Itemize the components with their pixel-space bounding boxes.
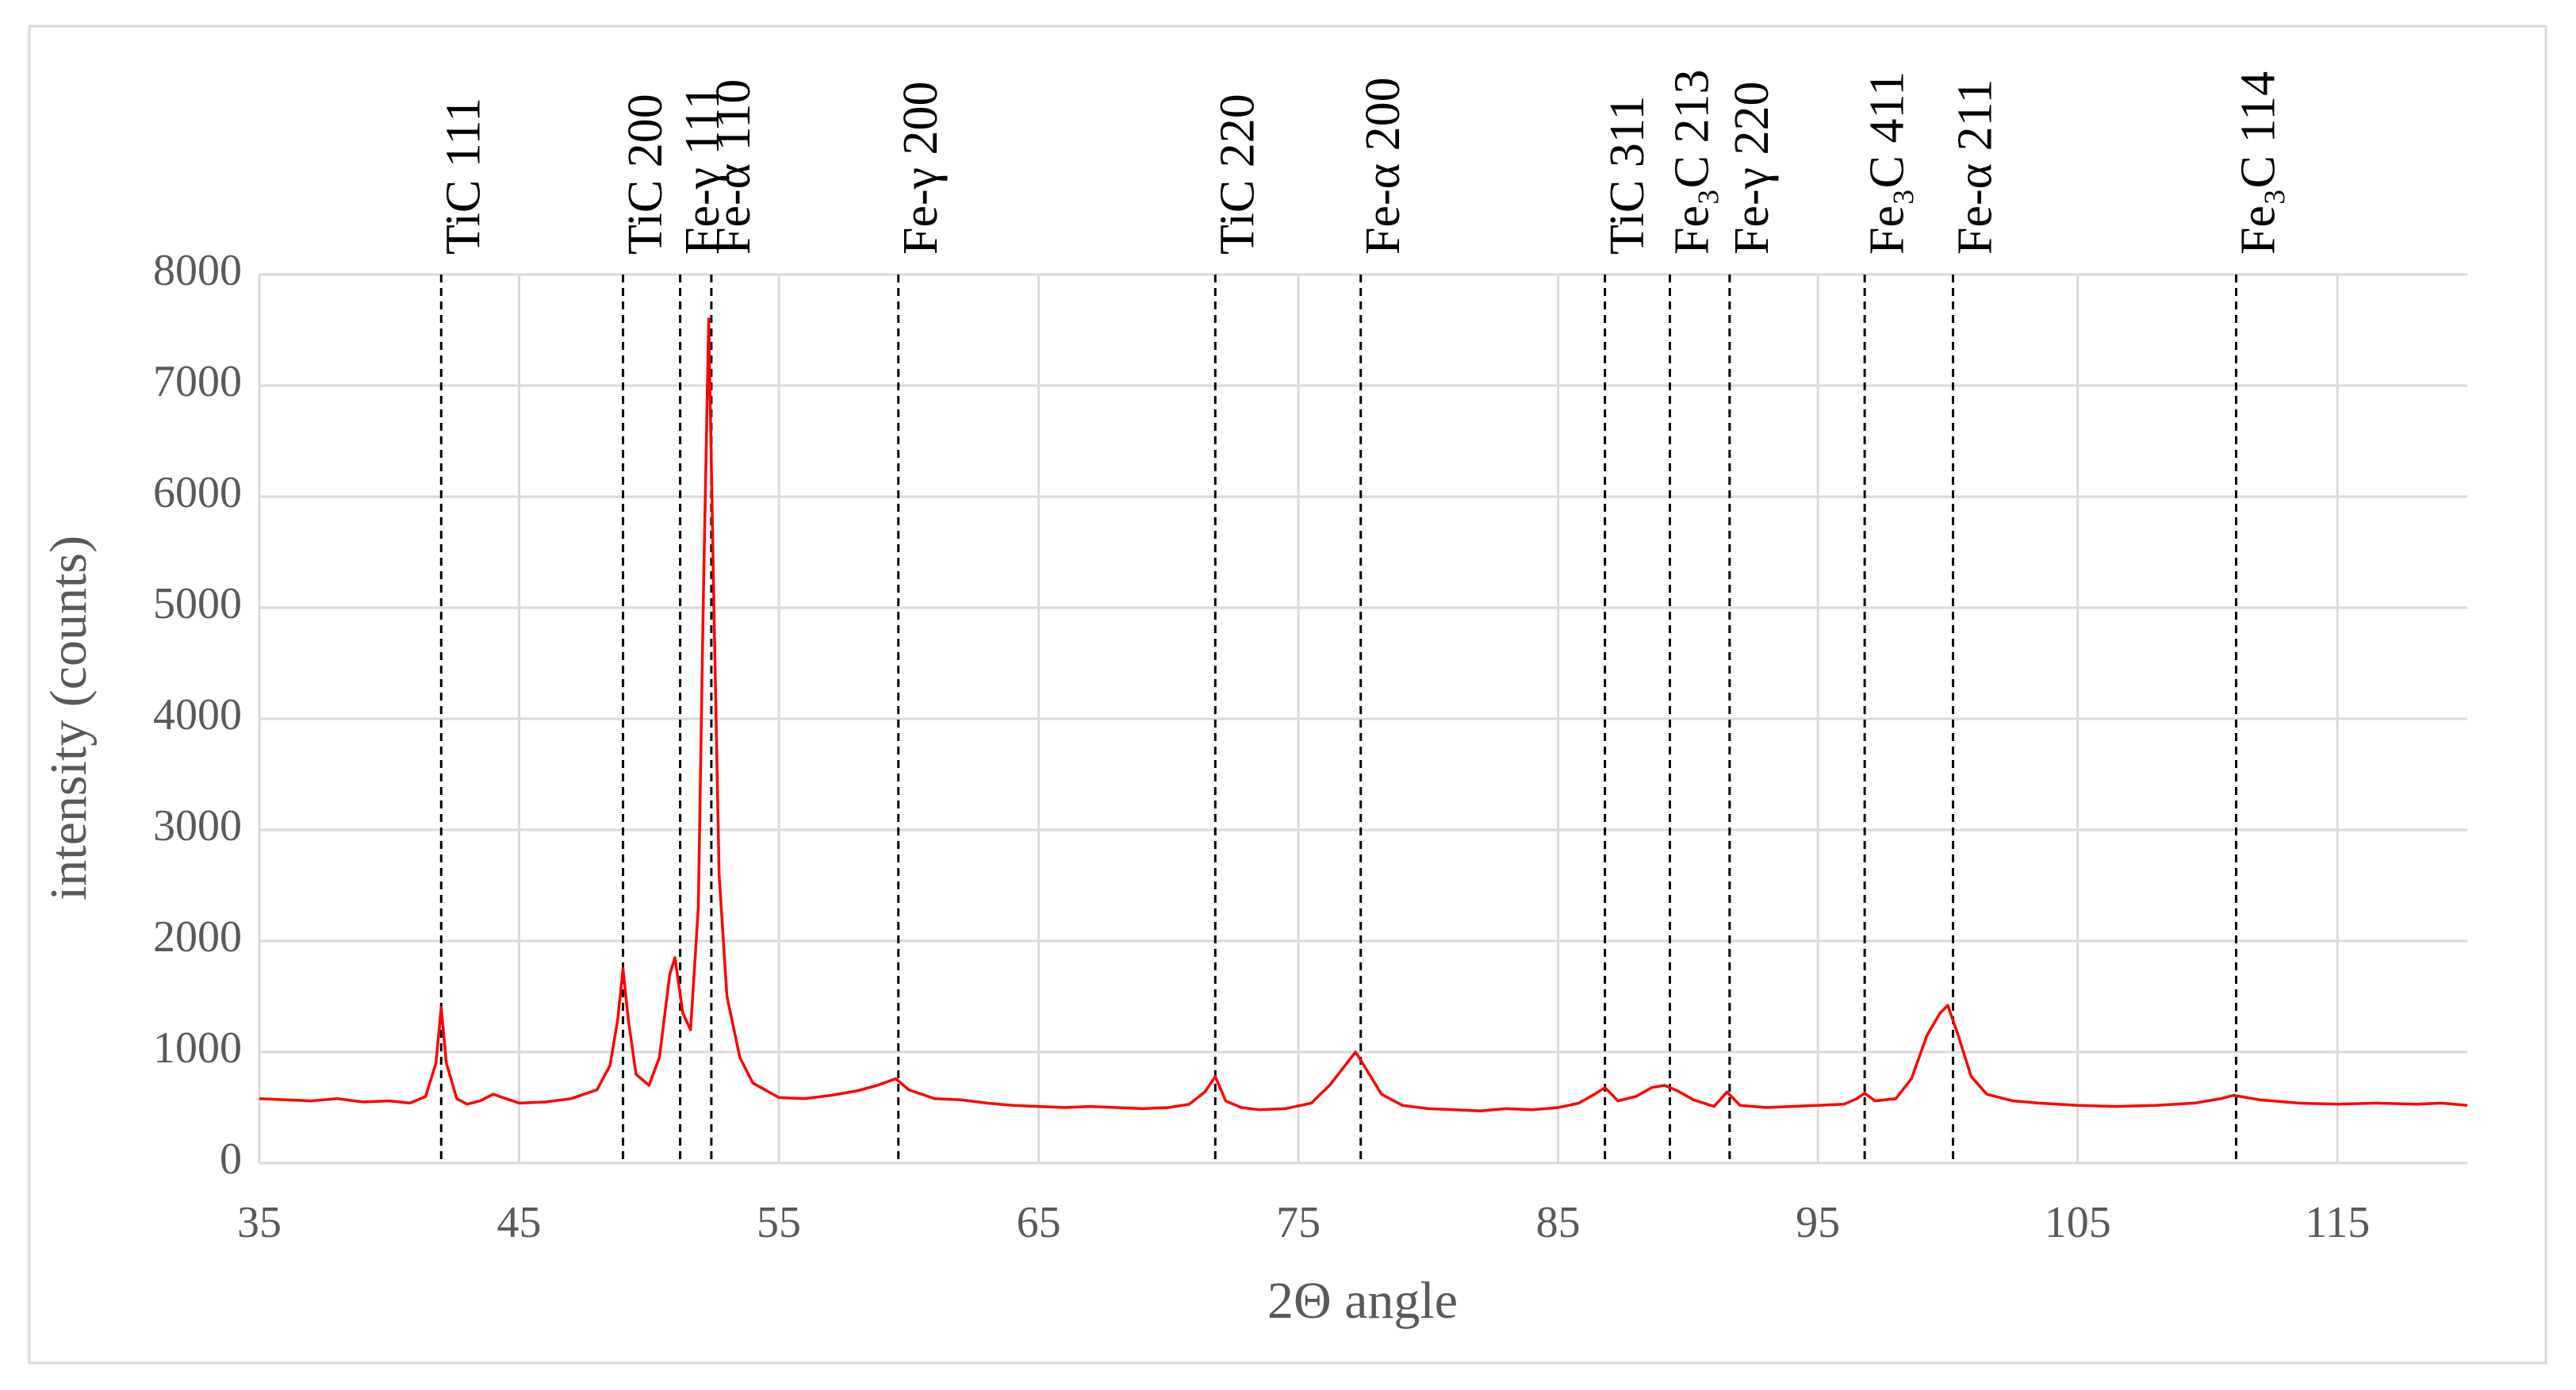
x-tick-label: 35	[237, 1198, 282, 1247]
y-tick-label: 4000	[153, 690, 242, 739]
y-tick-label: 8000	[153, 246, 242, 295]
x-tick-label: 115	[2305, 1198, 2370, 1247]
x-tick-label: 105	[2045, 1198, 2111, 1247]
reference-label: Fe₃C 411	[1860, 71, 1914, 255]
y-tick-label: 6000	[153, 468, 242, 517]
x-axis-title: 2Θ angle	[1267, 1272, 1458, 1330]
chart-border	[28, 25, 2547, 1365]
y-axis-title: intensity (counts)	[40, 536, 98, 900]
reference-label: Fe-α 110	[707, 79, 761, 255]
x-tick-label: 75	[1276, 1198, 1321, 1247]
y-tick-label: 5000	[153, 579, 242, 628]
reference-label: TiC 111	[437, 98, 491, 255]
y-tick-label: 2000	[153, 912, 242, 962]
y-tick-label: 3000	[153, 801, 242, 851]
data-line	[259, 317, 2468, 1112]
reference-label: Fe₃C 114	[2232, 71, 2286, 255]
y-tick-label: 1000	[153, 1023, 242, 1073]
reference-label: Fe-γ 220	[1725, 81, 1779, 255]
reference-label: Fe₃C 213	[1666, 70, 1719, 255]
x-tick-label: 45	[497, 1198, 542, 1247]
reference-label: TiC 311	[1600, 96, 1654, 255]
reference-label: Fe-γ 111	[676, 85, 730, 255]
reference-label: TiC 200	[619, 94, 673, 255]
reference-label: TiC 220	[1211, 94, 1265, 255]
reference-label: Fe-α 200	[1356, 77, 1410, 255]
reference-label: Fe-γ 200	[894, 81, 948, 255]
x-tick-label: 95	[1796, 1198, 1840, 1247]
x-tick-label: 55	[757, 1198, 801, 1247]
reference-label: Fe-α 211	[1949, 79, 2003, 255]
x-tick-label: 65	[1017, 1198, 1061, 1247]
y-tick-label: 0	[220, 1135, 242, 1184]
x-tick-label: 85	[1536, 1198, 1581, 1247]
y-tick-label: 7000	[153, 357, 242, 406]
